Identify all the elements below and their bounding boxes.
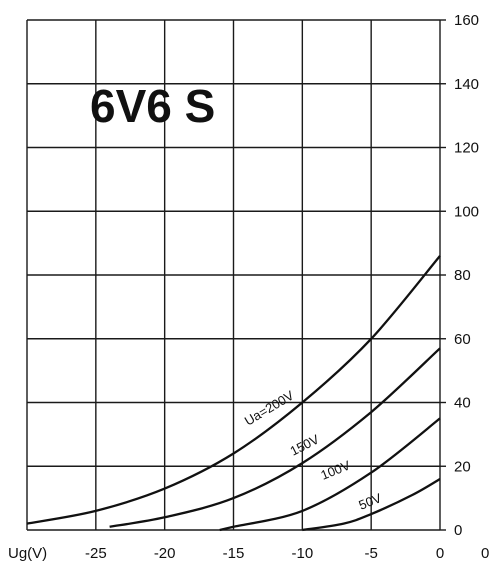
x-axis-label: Ug(V) (8, 545, 47, 562)
y-tick-label: 0 (454, 522, 462, 539)
x-tick-label: 0 (436, 545, 444, 562)
curve-label: Ua=200V (242, 387, 297, 428)
curve-label: 100V (319, 457, 353, 482)
curve-150v (109, 347, 441, 528)
y-tick-label: 140 (454, 76, 479, 93)
x-tick-label: -15 (223, 545, 245, 562)
y-tick-label: 20 (454, 458, 471, 475)
y-tick-label: 120 (454, 140, 479, 157)
y-tick-label: 80 (454, 267, 471, 284)
y-tick-label: 40 (454, 395, 471, 412)
x-tick-label-cropped: 0 (481, 545, 489, 562)
chart-title: 6V6 S (90, 80, 215, 132)
curve-50v (302, 478, 441, 532)
y-tick-label: 60 (454, 331, 471, 348)
x-tick-label: -20 (154, 545, 176, 562)
y-tick-label: 160 (454, 12, 479, 29)
x-tick-label: -10 (291, 545, 313, 562)
x-tick-label: -5 (364, 545, 377, 562)
curve-100v (219, 417, 441, 532)
curve-ua-200v (26, 255, 441, 525)
chart-grid (26, 19, 446, 531)
y-tick-label: 100 (454, 203, 479, 220)
x-tick-label: -25 (85, 545, 107, 562)
